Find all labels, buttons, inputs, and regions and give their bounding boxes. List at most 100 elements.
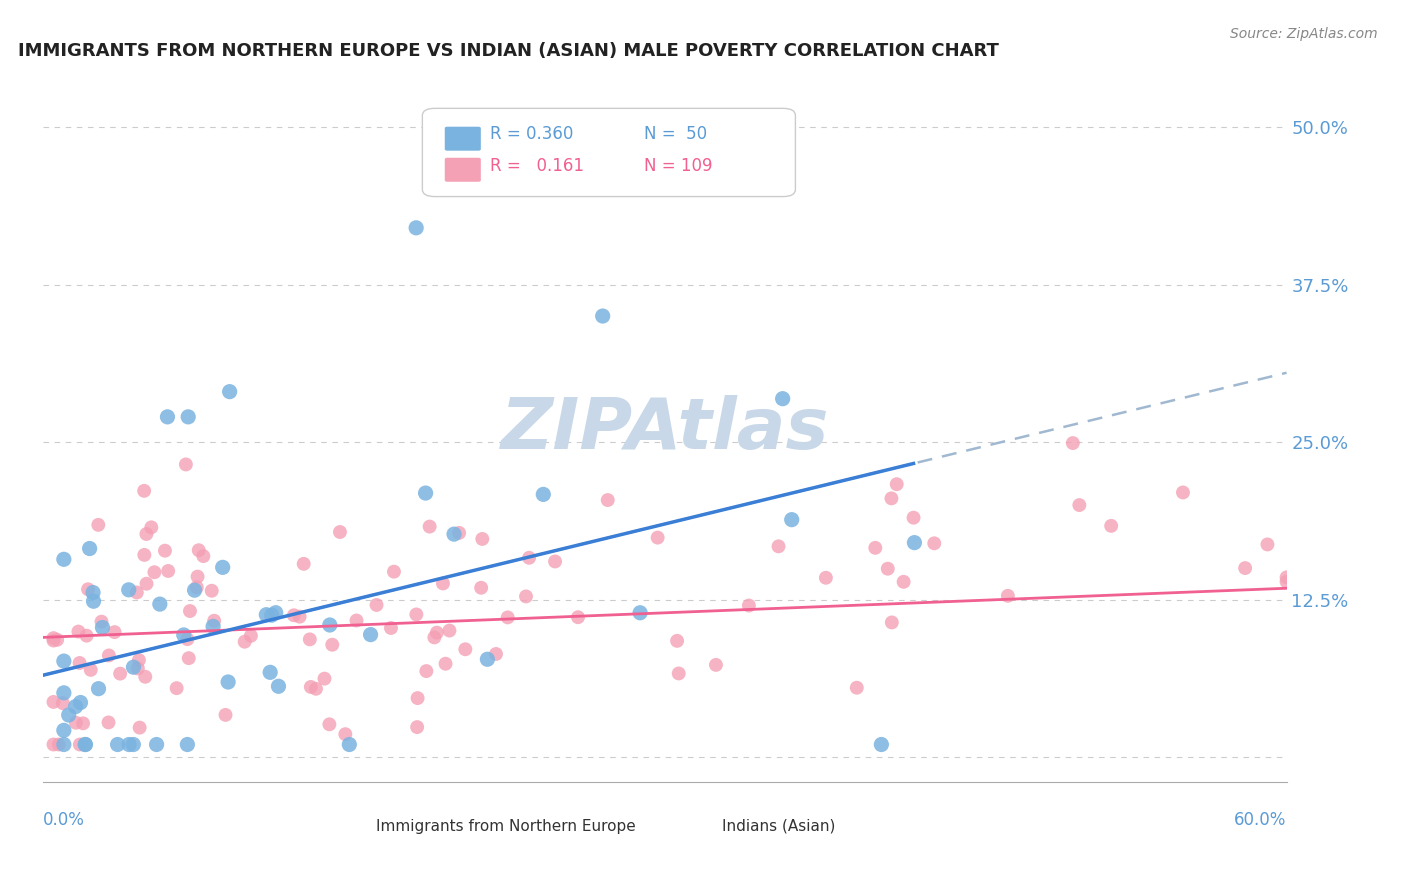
Point: [668, 666, 690, 681]
Point: [65, 715, 87, 730]
Point: [922, 536, 945, 550]
Point: [183, 583, 205, 598]
Point: [415, 486, 437, 500]
Point: [738, 599, 761, 613]
Point: [69, 738, 91, 752]
Point: [405, 607, 427, 622]
Point: [52, 686, 75, 700]
Point: [260, 608, 283, 623]
Point: [75, 738, 97, 752]
Point: [1275, 570, 1298, 584]
Point: [179, 604, 201, 618]
Point: [134, 548, 156, 562]
Point: [1234, 561, 1257, 575]
Point: [1171, 485, 1194, 500]
Point: [292, 557, 315, 571]
FancyBboxPatch shape: [422, 108, 796, 196]
Point: [143, 566, 166, 580]
Point: [666, 633, 689, 648]
Point: [48, 738, 70, 752]
Point: [177, 409, 200, 424]
Point: [880, 615, 903, 630]
Point: [122, 738, 145, 752]
Point: [97, 648, 120, 663]
Point: [69, 696, 91, 710]
Point: [90, 615, 112, 629]
Point: [91, 620, 114, 634]
Point: [202, 619, 225, 633]
Point: [87, 517, 110, 532]
Point: [52, 654, 75, 668]
Point: [382, 565, 405, 579]
Point: [176, 738, 198, 752]
Point: [647, 531, 669, 545]
Point: [471, 532, 494, 546]
Point: [893, 574, 915, 589]
Text: N = 109: N = 109: [644, 156, 713, 175]
Point: [321, 638, 343, 652]
Point: [305, 681, 328, 696]
Point: [449, 525, 471, 540]
Point: [1275, 574, 1298, 589]
Point: [318, 717, 340, 731]
Point: [314, 672, 336, 686]
Point: [415, 664, 437, 678]
Point: [104, 625, 127, 640]
Point: [997, 589, 1019, 603]
Point: [118, 738, 141, 752]
Point: [477, 652, 499, 666]
Point: [75, 738, 97, 752]
Point: [439, 624, 461, 638]
Point: [76, 629, 98, 643]
Point: [405, 220, 427, 235]
Point: [366, 598, 388, 612]
Point: [319, 618, 342, 632]
Point: [58, 708, 80, 723]
Point: [299, 680, 322, 694]
Point: [380, 621, 402, 635]
Point: [65, 699, 87, 714]
Point: [135, 576, 157, 591]
Point: [419, 519, 441, 533]
Point: [193, 549, 215, 563]
Point: [870, 738, 893, 752]
Point: [128, 653, 150, 667]
Point: [218, 384, 240, 399]
FancyBboxPatch shape: [679, 820, 716, 837]
Point: [83, 594, 105, 608]
Point: [46, 632, 69, 647]
Point: [233, 634, 256, 648]
Point: [125, 585, 148, 599]
Text: ZIPAtlas: ZIPAtlas: [501, 395, 830, 464]
Point: [149, 597, 172, 611]
Point: [592, 309, 614, 323]
Point: [157, 564, 180, 578]
Point: [704, 657, 727, 672]
Text: Source: ZipAtlas.com: Source: ZipAtlas.com: [1230, 27, 1378, 41]
Point: [42, 738, 65, 752]
Point: [267, 679, 290, 693]
Point: [187, 543, 209, 558]
Point: [97, 715, 120, 730]
Point: [903, 510, 925, 524]
Point: [127, 661, 149, 675]
Point: [434, 657, 457, 671]
Point: [254, 607, 277, 622]
Point: [145, 738, 167, 752]
FancyBboxPatch shape: [444, 158, 481, 182]
Point: [259, 665, 281, 680]
Point: [79, 541, 101, 556]
Point: [128, 721, 150, 735]
Point: [596, 493, 619, 508]
Point: [202, 614, 225, 628]
Point: [628, 606, 651, 620]
Point: [134, 483, 156, 498]
Text: Indians (Asian): Indians (Asian): [723, 819, 835, 833]
Point: [174, 458, 197, 472]
Point: [42, 631, 65, 645]
Point: [329, 524, 352, 539]
Point: [531, 487, 554, 501]
Point: [470, 581, 492, 595]
Point: [845, 681, 868, 695]
Point: [107, 738, 129, 752]
